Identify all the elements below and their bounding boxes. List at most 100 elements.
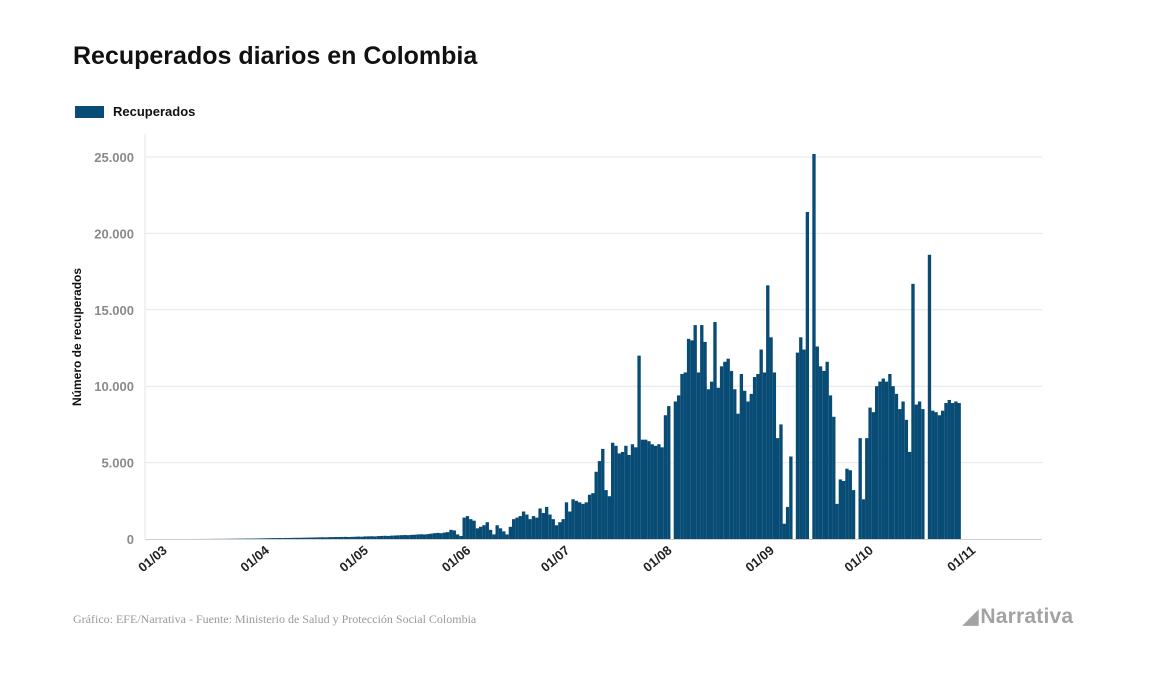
bar: [360, 536, 364, 539]
bar: [766, 285, 770, 539]
y-axis-ticks: 0 5.000 10.000 15.000 20.000 25.000: [94, 150, 134, 547]
bar: [719, 366, 724, 539]
bar: [861, 499, 866, 539]
bar: [554, 525, 559, 539]
bar: [686, 338, 691, 539]
bar: [871, 412, 876, 539]
bar: [261, 538, 265, 539]
bar: [347, 537, 351, 539]
bar: [584, 502, 588, 539]
x-tick-label: 01/04: [237, 542, 272, 575]
x-tick-label: 01/08: [640, 542, 675, 574]
bar: [904, 419, 909, 539]
bar: [729, 370, 734, 539]
bar: [287, 537, 291, 539]
bar: [944, 403, 948, 539]
bar: [386, 535, 390, 539]
bar: [845, 468, 849, 539]
legend-swatch: [75, 105, 104, 118]
bar: [455, 534, 460, 539]
bar: [818, 366, 823, 539]
bar: [548, 514, 552, 539]
bar: [558, 522, 562, 539]
bar: [393, 535, 397, 539]
bar: [601, 448, 605, 539]
bar: [281, 538, 285, 539]
bar: [512, 519, 516, 539]
bar: [515, 517, 519, 539]
bar: [914, 404, 918, 539]
bar: [518, 516, 522, 539]
bar: [439, 533, 443, 539]
bar: [597, 461, 602, 539]
bar: [710, 381, 714, 539]
bar: [716, 387, 720, 539]
bar: [884, 381, 889, 539]
bar: [373, 536, 377, 539]
bar: [756, 373, 760, 539]
bar: [647, 441, 651, 539]
bar: [851, 490, 856, 539]
bar: [459, 535, 463, 539]
bar: [815, 346, 819, 539]
bar: [789, 456, 793, 539]
bar: [828, 395, 833, 539]
bar: [323, 537, 328, 539]
bar: [795, 352, 800, 539]
bar: [627, 454, 631, 539]
bar: [337, 537, 341, 539]
bar: [743, 390, 747, 539]
bar: [284, 537, 288, 539]
bar: [254, 538, 258, 539]
bar: [564, 502, 569, 539]
y-tick-label: 25.000: [94, 150, 134, 165]
bar: [446, 532, 450, 539]
bar: [848, 470, 852, 539]
bar: [908, 451, 912, 539]
bar: [901, 401, 905, 539]
bar: [310, 537, 315, 539]
bar: [452, 530, 456, 539]
bar: [802, 349, 806, 539]
bar: [482, 525, 486, 539]
bar: [271, 538, 275, 539]
bar: [472, 520, 476, 539]
bar: [508, 526, 513, 539]
bar: [825, 361, 829, 539]
bar: [297, 537, 301, 539]
bar: [333, 537, 338, 539]
x-tick-label: 01/11: [944, 542, 978, 574]
bar: [934, 412, 938, 539]
bar: [314, 537, 318, 539]
bar: [690, 340, 694, 539]
bar: [614, 445, 618, 539]
bar: [353, 536, 357, 539]
bar: [290, 537, 295, 539]
bar: [528, 519, 532, 539]
bar: [277, 538, 282, 539]
bar: [706, 389, 711, 539]
bar: [782, 523, 786, 539]
gridlines: [144, 134, 1042, 539]
bar: [551, 519, 555, 539]
bar: [531, 516, 536, 539]
bar: [422, 534, 427, 539]
bar: [693, 325, 697, 539]
bar: [505, 534, 509, 539]
bar: [469, 519, 473, 539]
bar: [624, 445, 628, 539]
bar: [957, 403, 961, 539]
bar: [571, 499, 575, 539]
bar: [891, 386, 895, 539]
bar: [733, 389, 737, 539]
bar: [479, 526, 483, 539]
bar: [449, 529, 453, 539]
bar: [663, 415, 668, 539]
narrativa-logo-icon: ◢: [963, 606, 979, 628]
bar: [832, 416, 836, 539]
bar: [396, 535, 400, 539]
bar: [911, 283, 915, 539]
bar: [752, 377, 757, 539]
bar: [739, 373, 744, 539]
bar: [842, 480, 846, 539]
